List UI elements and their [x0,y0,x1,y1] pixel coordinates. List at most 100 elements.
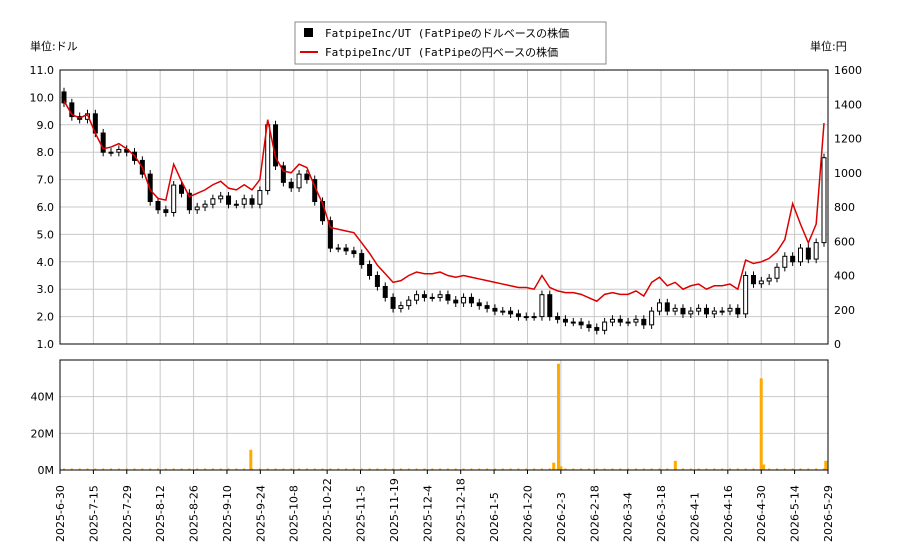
volume-bar-small [446,468,449,470]
volume-bar-small [423,468,426,470]
x-tick-label: 2026-4-1 [688,492,701,542]
candle-body [805,247,811,260]
candle-body [625,321,631,324]
volume-bar-small [611,468,614,470]
candle-body [461,296,467,304]
candle-body [735,307,741,315]
candle-body [688,310,694,315]
volume-bar-small [258,468,261,470]
volume-bar-small [157,468,160,470]
volume-bar-small [290,468,293,470]
x-tick-label: 2026-1-20 [521,485,534,542]
candle-body [406,299,412,307]
x-tick-label: 2025-12-4 [421,485,434,542]
x-tick-label: 2026-3-4 [622,492,635,542]
x-tick-label: 2025-6-30 [54,485,67,542]
candle-body [719,310,725,313]
candle-body [179,184,185,194]
candle-body [202,203,208,208]
price-panel: 1.0 2.0 3.0 4.0 5.0 6.0 7.0 8.0 9.0 10.0 11.0 0 200… [30,64,863,351]
candle-body [484,305,490,309]
x-tick-label: 2026-2-18 [588,485,601,542]
candle-body [108,151,114,154]
volume-bar-small [681,468,684,470]
candle-body [241,198,247,205]
volume-bar-small [634,468,637,470]
candle-body [602,321,608,331]
right-tick-label: 1000 [834,167,862,180]
price-plot-frame [59,69,829,345]
candle-body [233,203,239,206]
candle-body [515,313,521,318]
volume-bar-small [86,468,89,470]
volume-tick-label: 40M [31,391,55,404]
volume-bar-small [360,468,363,470]
volume-bar [673,460,677,470]
x-tick-label: 2025-8-26 [188,485,201,542]
x-tick-label: 2025-9-10 [221,485,234,542]
volume-bar-small [243,468,246,470]
x-tick-label: 2025-11-5 [355,485,368,542]
volume-tick-label: 20M [31,427,55,440]
candle-body [343,247,349,252]
volume-bar-small [149,468,152,470]
volume-bar-small [282,468,285,470]
right-tick-label: 600 [834,235,855,248]
volume-bar-small [587,468,590,470]
candle-body [727,307,733,312]
candle-body [437,294,443,298]
left-tick-label: 6.0 [37,201,55,214]
volume-bar-small [164,468,167,470]
candle-body [186,192,192,211]
x-tick-label: 2025-7-15 [87,485,100,542]
volume-bar-small [815,468,818,470]
left-tick-label: 3.0 [37,283,55,296]
candle-body [163,209,169,213]
candle-body [398,305,404,309]
candle-body [649,310,655,326]
candle-body [539,294,545,318]
volume-bar [762,464,766,470]
volume-bar [556,363,560,470]
volume-bar [552,462,556,470]
volume-bar-small [204,468,207,470]
candle-body [367,264,373,277]
volume-bar-small [172,468,175,470]
candle-body [703,307,709,315]
candle-body [476,302,482,307]
candle-body [351,250,357,255]
left-tick-label: 5.0 [37,228,55,241]
left-tick-label: 7.0 [37,174,55,187]
volume-bar-small [110,468,113,470]
volume-bar-small [478,468,481,470]
right-tick-label: 0 [834,338,841,351]
candle-body [813,242,819,260]
candle-body [570,321,576,324]
left-tick-label: 9.0 [37,119,55,132]
volume-bar-small [439,468,442,470]
volume-bar-small [721,468,724,470]
x-tick-label: 2025-12-18 [455,478,468,542]
volume-plot-frame [59,359,829,471]
volume-bar-small [219,468,222,470]
volume-bar-small [666,468,669,470]
volume-bar-small [125,468,128,470]
candle-body [672,307,678,312]
legend-usd-marker [304,28,313,37]
volume-bar-small [713,468,716,470]
volume-bar-small [493,468,496,470]
candle-body [414,294,420,301]
left-unit-label: 単位:ドル [30,39,78,53]
candle-body [155,201,161,211]
volume-bar-small [298,468,301,470]
volume-bar-small [595,468,598,470]
candle-body [750,275,756,285]
right-tick-label: 200 [834,304,855,317]
left-tick-label: 10.0 [30,91,55,104]
candle-body [453,299,459,304]
candle-body [374,275,380,287]
candle-body [500,310,506,313]
candle-body [288,181,294,189]
x-tick-label: 2026-5-29 [822,485,835,542]
